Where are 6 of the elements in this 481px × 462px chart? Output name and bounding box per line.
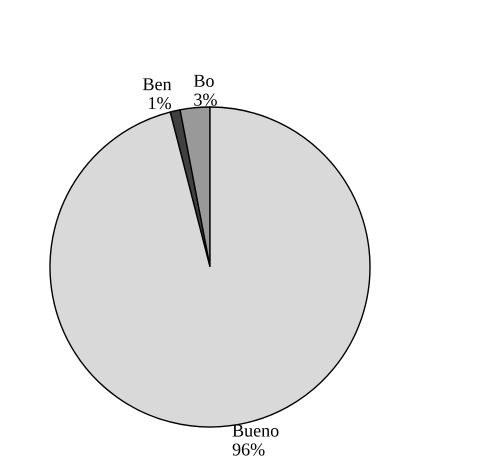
data-label: 1% <box>149 97 171 110</box>
slice-label: Ben <box>143 78 172 90</box>
data-label: 3% <box>194 94 217 106</box>
slice-label: Bo <box>194 74 214 87</box>
data-label: 96% <box>232 443 265 456</box>
slice-label: Bueno <box>232 424 279 437</box>
